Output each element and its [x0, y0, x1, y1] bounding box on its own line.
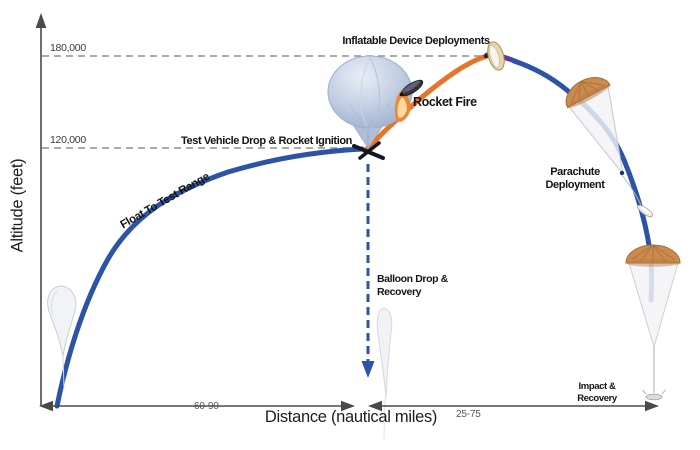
x-axis-title: Distance (nautical miles): [264, 408, 438, 426]
trajectory-rocket-boost: [362, 53, 490, 154]
rocket-fire-label: Rocket Fire: [413, 95, 477, 109]
x-axis-right-end-arrow-icon: [645, 400, 659, 412]
x-range-left-label: 60-90: [194, 401, 219, 412]
impact-line2: Recovery: [577, 392, 617, 404]
x-axis-left-end-arrow-icon: [341, 400, 355, 412]
balloon-drop-line1: Balloon Drop &: [377, 273, 448, 285]
y-tick-120000: 120,000: [50, 134, 86, 146]
vehicle-tether-line: [621, 174, 642, 206]
falling-balloon-icon: [376, 307, 393, 441]
carrier-balloon-icon: [327, 55, 413, 149]
y-tick-180000: 180,000: [50, 42, 86, 54]
balloon-drop-line2: Recovery: [377, 285, 422, 298]
parachute-deployment-label: Parachute Deployment: [525, 166, 625, 193]
apex-dot: [483, 53, 489, 59]
final-parachute-icon: [625, 244, 681, 393]
y-axis-arrowhead-icon: [35, 13, 47, 28]
test-vehicle-drop-label: Test Vehicle Drop & Rocket Ignition: [181, 135, 352, 147]
x-range-right-label: 25-75: [456, 409, 481, 420]
balloon-drop-recovery-label: Balloon Drop & Recovery: [377, 273, 448, 299]
impact-line1: Impact &: [578, 381, 616, 392]
balloon-drop-arrowhead-icon: [361, 361, 375, 378]
boost-vehicle-dot: [399, 92, 404, 97]
inflatable-decelerator-icon: [487, 41, 505, 71]
parachute-deployment-icon: [565, 77, 625, 176]
x-axis-left-start-arrow-icon: [39, 400, 53, 412]
parachute-line1: Parachute: [550, 166, 600, 178]
y-axis-title: Altitude (feet): [8, 158, 27, 253]
inflatable-device-label: Inflatable Device Deployments: [342, 35, 490, 47]
descending-vehicle-icon: [637, 204, 653, 218]
parachute-line2: Deployment: [545, 179, 605, 192]
test-vehicle-drop-icon: [352, 141, 385, 160]
trajectory-float-ascent: [54, 146, 365, 409]
ascending-balloon-icon: [47, 285, 77, 388]
splashdown-icon: [642, 389, 666, 401]
impact-recovery-label: Impact & Recovery: [557, 381, 637, 404]
rocket-fire-icon: [394, 90, 411, 122]
x-axis-right-start-arrow-icon: [368, 400, 382, 412]
